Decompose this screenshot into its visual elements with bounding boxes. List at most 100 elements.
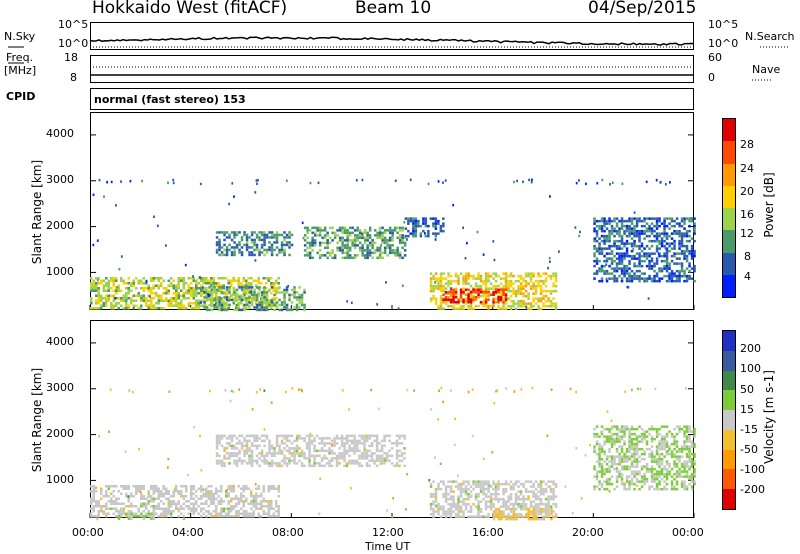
data-cell xyxy=(439,480,443,483)
data-cell xyxy=(457,277,460,280)
data-cell xyxy=(346,256,349,260)
data-cell xyxy=(255,279,258,282)
data-cell xyxy=(182,287,185,290)
data-cell xyxy=(683,432,686,436)
data-cell xyxy=(593,217,596,220)
speckle-cell xyxy=(257,179,259,182)
data-cell xyxy=(449,304,453,308)
data-cell xyxy=(230,293,234,297)
data-cell xyxy=(326,244,329,247)
data-cell xyxy=(278,291,281,294)
data-cell xyxy=(383,231,387,235)
data-cell xyxy=(215,231,219,234)
speckle-cell xyxy=(297,435,300,438)
data-cell xyxy=(157,507,160,510)
data-cell xyxy=(311,236,314,240)
data-cell xyxy=(391,244,394,247)
data-cell xyxy=(502,293,505,296)
data-cell xyxy=(688,482,691,486)
data-cell xyxy=(112,307,115,310)
data-cell xyxy=(235,495,238,498)
data-cell xyxy=(107,287,110,290)
data-cell xyxy=(142,282,145,285)
data-cell xyxy=(670,467,674,471)
data-cell xyxy=(228,452,231,455)
data-cell xyxy=(469,274,473,278)
data-cell xyxy=(610,224,614,228)
data-cell xyxy=(469,485,473,488)
data-cell xyxy=(439,515,443,518)
data-cell xyxy=(283,459,286,463)
data-cell xyxy=(326,241,329,245)
data-cell xyxy=(524,279,528,283)
data-cell xyxy=(215,512,218,515)
data-cell xyxy=(618,457,621,461)
data-cell xyxy=(267,279,270,282)
data-cell xyxy=(308,434,311,438)
data-cell xyxy=(220,507,223,510)
speckle-cell xyxy=(109,388,112,391)
data-cell xyxy=(303,226,307,230)
speckle-cell xyxy=(302,236,305,240)
data-cell xyxy=(467,487,470,491)
data-cell xyxy=(238,308,241,312)
data-cell xyxy=(500,510,503,513)
data-cell xyxy=(147,287,150,290)
data-cell xyxy=(207,505,210,508)
data-cell xyxy=(625,269,629,273)
data-cell xyxy=(165,297,168,300)
speckle-cell xyxy=(131,390,134,394)
data-cell xyxy=(265,291,269,294)
data-cell xyxy=(655,257,659,260)
data-cell xyxy=(223,462,226,465)
data-cell xyxy=(366,244,369,247)
data-cell xyxy=(360,454,364,458)
data-cell xyxy=(245,248,249,252)
data-cell xyxy=(539,289,543,293)
data-cell xyxy=(218,306,221,309)
data-cell xyxy=(90,500,93,503)
data-cell xyxy=(238,243,241,247)
data-cell xyxy=(227,307,230,310)
data-cell xyxy=(432,277,435,280)
data-cell xyxy=(308,462,311,465)
data-cell xyxy=(298,293,301,297)
data-cell xyxy=(554,272,558,275)
data-cell xyxy=(449,282,453,285)
data-cell xyxy=(673,272,676,275)
data-cell xyxy=(263,308,266,312)
data-cell xyxy=(278,447,281,450)
data-cell xyxy=(484,274,488,278)
data-cell xyxy=(633,482,636,486)
data-cell xyxy=(167,512,170,515)
data-cell xyxy=(547,304,550,308)
data-cell xyxy=(248,253,251,257)
data-cell xyxy=(640,264,644,268)
data-cell xyxy=(361,244,364,247)
data-cell xyxy=(665,269,669,273)
data-cell xyxy=(628,224,631,228)
data-cell xyxy=(640,467,644,471)
data-cell xyxy=(353,256,357,260)
data-cell xyxy=(215,442,219,445)
data-cell xyxy=(517,497,520,501)
data-cell xyxy=(608,465,611,468)
data-cell xyxy=(350,447,354,450)
data-cell xyxy=(539,299,543,303)
data-cell xyxy=(190,487,193,490)
data-cell xyxy=(615,447,619,451)
data-cell xyxy=(135,505,138,508)
data-cell xyxy=(252,505,255,508)
data-cell xyxy=(225,248,229,252)
data-cell xyxy=(439,304,443,308)
data-cell xyxy=(675,455,679,458)
data-cell xyxy=(225,298,229,302)
data-cell xyxy=(288,449,291,453)
data-cell xyxy=(593,445,596,448)
data-cell xyxy=(378,249,382,252)
data-cell xyxy=(507,515,510,518)
data-cell xyxy=(278,251,281,254)
data-cell xyxy=(157,277,160,280)
data-cell xyxy=(170,297,173,300)
data-cell xyxy=(235,308,239,312)
